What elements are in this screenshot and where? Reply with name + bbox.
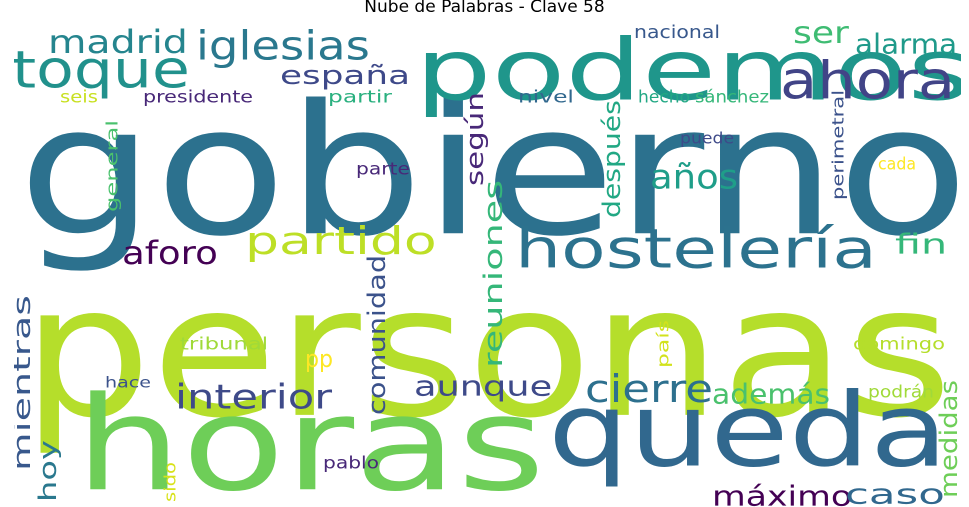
cloud-word: fin	[895, 227, 948, 261]
cloud-word: aunque	[414, 369, 553, 403]
cloud-word: mientras	[14, 295, 36, 471]
cloud-word: comunidad	[362, 254, 391, 415]
cloud-word: partir	[328, 86, 392, 107]
cloud-word: partido	[245, 218, 437, 264]
cloud-word: pablo	[323, 452, 380, 473]
cloud-word: ahora	[780, 50, 956, 112]
cloud-word: iglesias	[196, 22, 370, 70]
cloud-word: ser	[793, 20, 849, 51]
cloud-word: hoy	[33, 440, 62, 502]
cloud-word: puede	[680, 128, 735, 148]
cloud-word: podemos	[415, 20, 961, 120]
cloud-word: interior	[175, 376, 333, 417]
cloud-word: cierre	[585, 366, 714, 412]
cloud-word: después	[597, 100, 626, 218]
cloud-word: presidente	[143, 86, 253, 107]
cloud-word: españa	[280, 59, 411, 91]
cloud-word: podrán	[868, 381, 934, 402]
cloud-word: además	[712, 377, 831, 411]
cloud-word: hecho	[638, 86, 691, 107]
cloud-word: según	[460, 92, 489, 186]
word-cloud: personas gobierno horas queda podemos ho…	[14, 20, 961, 507]
cloud-word: parte	[356, 158, 410, 179]
cloud-word: hostelería	[515, 217, 877, 281]
cloud-word: seis	[60, 86, 98, 107]
cloud-word: país	[653, 320, 673, 368]
page-title: Nube de Palabras - Clave 58	[364, 0, 605, 17]
cloud-word: sánchez	[695, 86, 770, 107]
cloud-word: años	[650, 156, 738, 197]
cloud-word: nivel	[518, 86, 574, 107]
cloud-word: cada	[878, 153, 917, 174]
cloud-word: caso	[845, 477, 945, 507]
cloud-word: horas	[75, 368, 546, 507]
cloud-word: queda	[548, 370, 949, 491]
cloud-word: nacional	[634, 21, 721, 43]
cloud-word: alarma	[855, 27, 958, 61]
cloud-word: gobierno	[18, 65, 961, 277]
cloud-word: reuniones	[477, 179, 509, 368]
cloud-word: hace	[105, 373, 152, 392]
cloud-word: perimetral	[828, 89, 848, 200]
cloud-word: personas	[22, 245, 953, 459]
cloud-word: máximo	[712, 479, 853, 507]
cloud-word: toque	[14, 39, 190, 101]
cloud-word: sido	[160, 462, 180, 502]
cloud-word: pp	[305, 344, 333, 373]
cloud-word: general	[102, 119, 122, 212]
cloud-word: madrid	[48, 23, 188, 61]
cloud-word: domingo	[853, 333, 945, 354]
cloud-word: aforo	[122, 234, 218, 272]
cloud-word: medidas	[934, 379, 961, 498]
cloud-word: tribunal	[180, 333, 269, 354]
